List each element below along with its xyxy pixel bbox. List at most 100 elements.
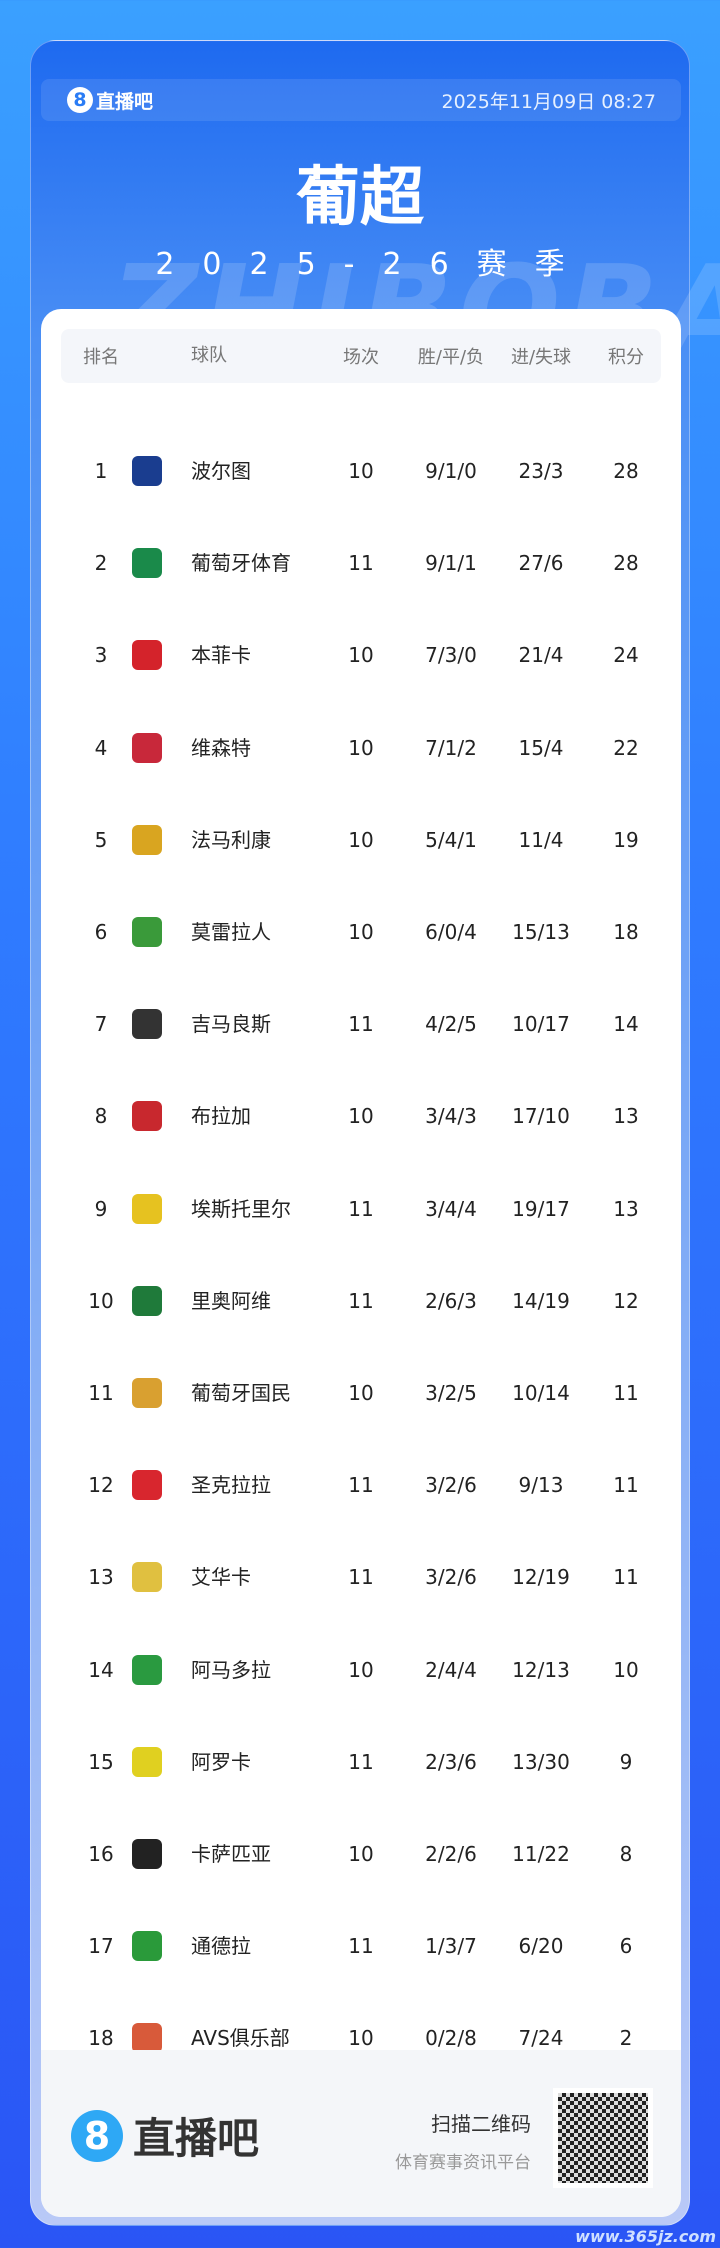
win-draw-loss: 3/2/5 — [425, 1381, 477, 1405]
points: 2 — [619, 2026, 633, 2051]
rank: 15 — [88, 1749, 114, 1774]
win-draw-loss: 9/1/0 — [425, 459, 477, 483]
played: 11 — [348, 1749, 374, 1774]
goals: 13/30 — [512, 1749, 570, 1774]
table-row[interactable]: 8 布拉加 10 3/4/3 17/10 13 — [41, 1070, 681, 1162]
rank: 6 — [94, 920, 108, 944]
table-row[interactable]: 17 通德拉 11 1/3/7 6/20 6 — [41, 1900, 681, 1992]
team-name: 波尔图 — [191, 459, 251, 483]
team-logo-icon — [132, 1839, 162, 1869]
played: 11 — [348, 1565, 374, 1590]
win-draw-loss: 7/3/0 — [425, 643, 477, 668]
win-draw-loss: 2/6/3 — [425, 1288, 477, 1313]
win-draw-loss: 2/2/6 — [425, 1842, 477, 1866]
table-row[interactable]: 16 卡萨匹亚 10 2/2/6 11/22 8 — [41, 1808, 681, 1900]
rank: 17 — [88, 1934, 114, 1959]
qr-code[interactable] — [553, 2088, 653, 2188]
table-row[interactable]: 10 里奥阿维 11 2/6/3 14/19 12 — [41, 1255, 681, 1347]
team-name: 通德拉 — [191, 1934, 251, 1959]
table-row[interactable]: 7 吉马良斯 11 4/2/5 10/17 14 — [41, 978, 681, 1070]
played: 10 — [348, 2026, 374, 2051]
team-logo-icon — [132, 1009, 162, 1040]
goals: 9/13 — [518, 1473, 564, 1498]
brand-logo: 8 直播吧 — [67, 87, 153, 114]
col-team: 球队 — [191, 345, 227, 366]
points: 8 — [619, 1842, 633, 1866]
goals: 21/4 — [518, 643, 564, 668]
rank: 1 — [94, 459, 108, 483]
table-row[interactable]: 1 波尔图 10 9/1/0 23/3 28 — [41, 425, 681, 517]
team-logo-icon — [132, 1101, 162, 1132]
win-draw-loss: 9/1/1 — [425, 551, 477, 576]
goals: 12/19 — [512, 1565, 570, 1590]
table-header: 排名 球队 场次 胜/平/负 进/失球 积分 — [61, 329, 661, 383]
team-logo-icon — [132, 1470, 162, 1501]
datetime: 2025年11月09日 08:27 — [441, 90, 656, 113]
team-logo-icon — [132, 824, 162, 855]
table-row[interactable]: 11 葡萄牙国民 10 3/2/5 10/14 11 — [41, 1347, 681, 1439]
scan-qr-label: 扫描二维码 — [431, 2112, 531, 2136]
table-row[interactable]: 14 阿马多拉 10 2/4/4 12/13 10 — [41, 1624, 681, 1716]
site-watermark: www.365jz.com — [575, 2227, 716, 2246]
table-row[interactable]: 15 阿罗卡 11 2/3/6 13/30 9 — [41, 1716, 681, 1808]
brand-name: 直播吧 — [96, 90, 154, 113]
win-draw-loss: 1/3/7 — [425, 1934, 477, 1959]
win-draw-loss: 5/4/1 — [425, 827, 477, 852]
team-logo-icon — [132, 1562, 162, 1593]
goals: 23/3 — [518, 459, 564, 483]
win-draw-loss: 3/2/6 — [425, 1565, 477, 1590]
team-name: 葡萄牙体育 — [191, 551, 291, 576]
platform-label: 体育赛事资讯平台 — [395, 2153, 531, 2173]
footer-logo: 8 直播吧 — [71, 2105, 259, 2166]
table-row[interactable]: 2 葡萄牙体育 11 9/1/1 27/6 28 — [41, 517, 681, 609]
goals: 11/4 — [518, 827, 564, 852]
team-name: 本菲卡 — [191, 643, 251, 668]
goals: 15/13 — [512, 920, 570, 944]
played: 11 — [348, 1196, 374, 1221]
table-row[interactable]: 4 维森特 10 7/1/2 15/4 22 — [41, 702, 681, 794]
played: 10 — [348, 1657, 374, 1682]
win-draw-loss: 3/4/3 — [425, 1104, 477, 1129]
table-row[interactable]: 6 莫雷拉人 10 6/0/4 15/13 18 — [41, 886, 681, 978]
points: 11 — [613, 1565, 639, 1590]
played: 10 — [348, 735, 374, 760]
season-label: 2025-26赛季 — [155, 247, 593, 282]
footer: 8 直播吧 扫描二维码 体育赛事资讯平台 — [41, 2050, 681, 2217]
table-row[interactable]: 18 AVS俱乐部 10 0/2/8 7/24 2 — [41, 1992, 681, 2084]
team-logo-icon — [132, 548, 162, 579]
points: 11 — [613, 1381, 639, 1405]
points: 12 — [613, 1288, 639, 1313]
points: 28 — [613, 459, 639, 483]
team-name: 里奥阿维 — [191, 1288, 271, 1313]
col-rank: 排名 — [83, 347, 119, 368]
team-name: AVS俱乐部 — [191, 2026, 290, 2051]
win-draw-loss: 2/3/6 — [425, 1749, 477, 1774]
goals: 27/6 — [518, 551, 564, 576]
team-logo-icon — [132, 1746, 162, 1777]
rank: 3 — [94, 643, 108, 668]
goals: 14/19 — [512, 1288, 570, 1313]
played: 11 — [348, 1934, 374, 1959]
table-row[interactable]: 5 法马利康 10 5/4/1 11/4 19 — [41, 794, 681, 886]
table-row[interactable]: 9 埃斯托里尔 11 3/4/4 19/17 13 — [41, 1163, 681, 1255]
played: 10 — [348, 459, 374, 483]
rank: 7 — [94, 1012, 108, 1037]
team-name: 布拉加 — [191, 1104, 251, 1129]
rank: 2 — [94, 551, 108, 576]
rank: 13 — [88, 1565, 114, 1590]
points: 9 — [619, 1749, 633, 1774]
table-row[interactable]: 3 本菲卡 10 7/3/0 21/4 24 — [41, 609, 681, 701]
table-row[interactable]: 13 艾华卡 11 3/2/6 12/19 11 — [41, 1531, 681, 1623]
team-name: 埃斯托里尔 — [191, 1196, 291, 1221]
win-draw-loss: 6/0/4 — [425, 920, 477, 944]
standings-table: 排名 球队 场次 胜/平/负 进/失球 积分 1 波尔图 10 9/1/0 23… — [41, 309, 681, 2217]
page-title: 葡超 — [296, 161, 424, 235]
points: 10 — [613, 1657, 639, 1682]
win-draw-loss: 3/2/6 — [425, 1473, 477, 1498]
table-row[interactable]: 12 圣克拉拉 11 3/2/6 9/13 11 — [41, 1439, 681, 1531]
goals: 17/10 — [512, 1104, 570, 1129]
goals: 6/20 — [518, 1934, 564, 1959]
played: 10 — [348, 1104, 374, 1129]
team-name: 阿罗卡 — [191, 1749, 251, 1774]
